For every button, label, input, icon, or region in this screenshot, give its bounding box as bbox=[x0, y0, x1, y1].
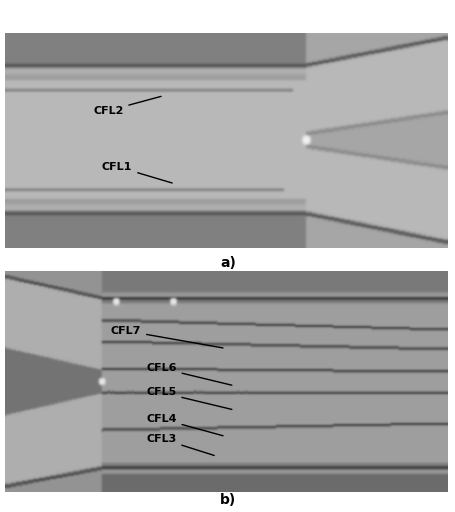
Text: CFL3: CFL3 bbox=[146, 434, 214, 456]
Text: b): b) bbox=[219, 494, 236, 507]
Text: CFL4: CFL4 bbox=[146, 414, 222, 436]
Text: CFL5: CFL5 bbox=[146, 388, 231, 410]
Text: CFL1: CFL1 bbox=[101, 162, 172, 183]
Text: CFL7: CFL7 bbox=[111, 326, 222, 348]
Text: a): a) bbox=[220, 255, 235, 270]
Text: CFL6: CFL6 bbox=[146, 363, 231, 385]
Text: CFL2: CFL2 bbox=[93, 96, 161, 116]
